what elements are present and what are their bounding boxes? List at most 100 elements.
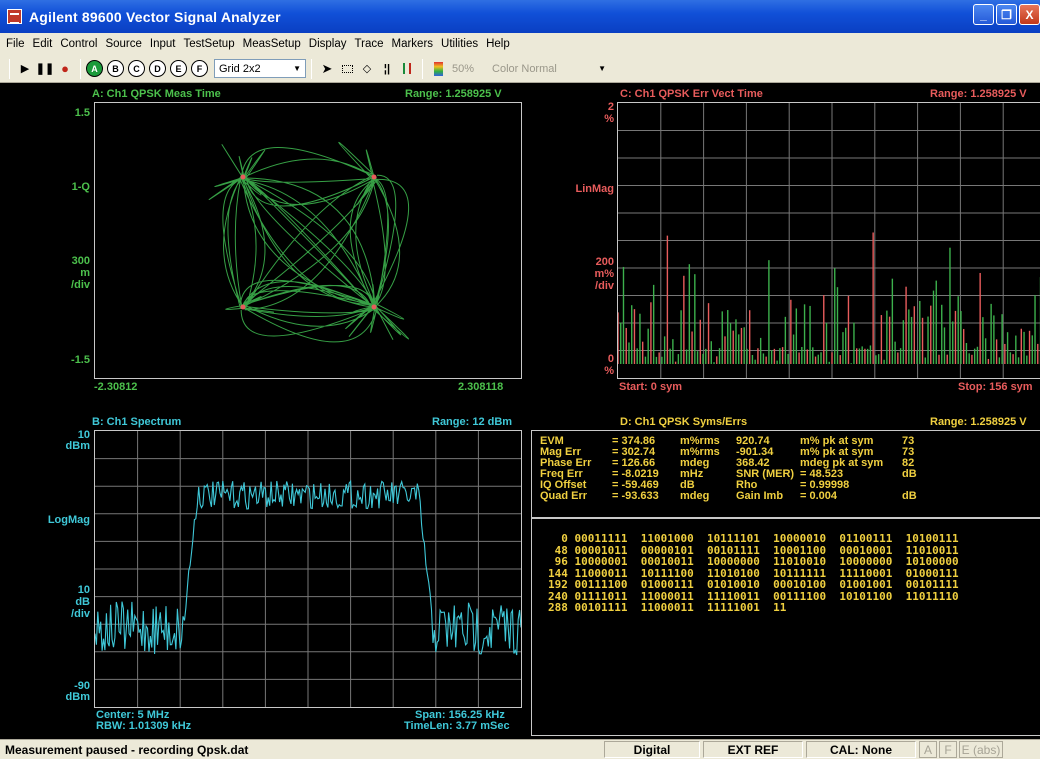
constellation-plot — [208, 141, 410, 343]
panel-b-rbw: RBW: 1.01309 kHz — [96, 720, 192, 732]
menu-edit[interactable]: Edit — [32, 38, 53, 50]
color-palette-icon[interactable] — [428, 59, 448, 79]
pause-icon[interactable]: ❚❚ — [35, 63, 55, 75]
error-summary-cell: Rho — [736, 479, 758, 491]
symbol-row: 240 01111011 11000011 11110011 00111100 … — [548, 589, 959, 603]
panel-c-plot[interactable] — [617, 102, 1040, 379]
error-summary-cell: mdeg — [680, 457, 710, 469]
marker-diamond-icon[interactable]: ◇ — [362, 63, 372, 75]
color-mode-select[interactable]: Color Normal ▼ — [488, 59, 611, 78]
trace-b-button[interactable]: B — [107, 60, 124, 77]
trace-c-button[interactable]: C — [128, 60, 145, 77]
panel-a-plot[interactable] — [94, 102, 522, 379]
panel-b-span: Span: 156.25 kHz — [415, 709, 505, 721]
symbol-bits: 0 00011111 11001000 10111101 10000010 01… — [548, 533, 959, 614]
menu-utilities[interactable]: Utilities — [441, 38, 479, 50]
chevron-down-icon: ▼ — [598, 64, 607, 73]
minimize-button[interactable]: _ — [973, 4, 994, 25]
panel-b-center: Center: 5 MHz — [96, 709, 170, 721]
status-mode: Digital — [604, 741, 700, 758]
toolbar-separator — [9, 58, 10, 79]
record-icon[interactable]: ● — [61, 61, 69, 76]
symbol-row: 96 10000001 00010011 10000000 11010010 1… — [548, 555, 959, 568]
panel-c-start: Start: 0 sym — [619, 381, 682, 393]
close-button[interactable]: X — [1019, 4, 1040, 25]
menu-file[interactable]: File — [6, 38, 25, 50]
symbol-row: 288 00101111 11000011 11111001 11 — [548, 601, 787, 614]
pointer-icon[interactable]: ➤ — [321, 60, 333, 76]
trace-e-button[interactable]: E — [170, 60, 187, 77]
symbol-row: 48 00001011 00000101 00101111 10001100 0… — [548, 543, 959, 557]
trace-f-button[interactable]: F — [191, 60, 208, 77]
percent-value: 50% — [452, 62, 475, 75]
panel-a-x-right: 2.308118 — [458, 381, 504, 393]
error-summary-cell: 920.74 — [736, 435, 770, 447]
error-summary-cell: Freq Err — [540, 468, 583, 480]
window-controls: _ ❐ X — [973, 4, 1040, 25]
error-summary-cell: -901.34 — [736, 446, 774, 458]
toolbar-separator — [80, 58, 81, 79]
menu-meassetup[interactable]: MeasSetup — [242, 38, 301, 50]
display-area: A: Ch1 QPSK Meas Time Range: 1.258925 V … — [0, 84, 1040, 739]
panel-a-y-bottom: -1.5 — [71, 354, 90, 366]
toolbar-separator — [422, 58, 423, 79]
color-mode-value: Color Normal — [492, 62, 557, 75]
menu-testsetup[interactable]: TestSetup — [183, 38, 235, 50]
error-summary-cell: Phase Err — [540, 457, 592, 469]
restore-button[interactable]: ❐ — [996, 4, 1017, 25]
peak-marker-icon[interactable] — [397, 59, 417, 79]
error-summary-cell: Quad Err — [540, 490, 588, 502]
error-summary-cell: dB — [680, 479, 695, 491]
menu-help[interactable]: Help — [486, 38, 510, 50]
error-summary-cell: 73 — [902, 446, 915, 458]
menu-source[interactable]: Source — [105, 38, 142, 50]
panel-a-scale: 300 m/div — [71, 255, 90, 291]
panel-a-range: Range: 1.258925 V — [405, 88, 502, 100]
menu-display[interactable]: Display — [308, 38, 347, 50]
error-summary-cell: m%rms — [680, 435, 720, 447]
menu-trace[interactable]: Trace — [354, 38, 384, 50]
error-summary-cell: = 374.86 — [612, 435, 656, 447]
spectrum-trace — [95, 479, 521, 656]
panel-a-x-left: -2.30812 — [94, 381, 138, 393]
toolbar-separator — [311, 58, 312, 79]
error-summary-cell: dB — [902, 468, 917, 480]
band-markers-icon[interactable]: ¦| — [383, 62, 391, 75]
panel-c-y-bottom: 0% — [604, 353, 614, 377]
error-summary-cell: mdeg pk at sym — [800, 457, 884, 469]
status-message: Measurement paused - recording Qpsk.dat — [5, 742, 249, 757]
trace-a-button[interactable]: A — [86, 60, 103, 77]
menu-control[interactable]: Control — [60, 38, 98, 50]
panel-b-y-mid: LogMag — [47, 514, 90, 526]
error-summary-cell: = -8.0219 — [612, 468, 659, 480]
panel-c-scale: 200 m%/div — [594, 256, 614, 292]
panel-c-stop: Stop: 156 sym — [958, 381, 1033, 393]
status-indicator-e: E (abs) — [959, 741, 1003, 758]
panel-c-range: Range: 1.258925 V — [930, 88, 1027, 100]
layout-select-value: Grid 2x2 — [219, 62, 261, 75]
error-summary-cell: Gain Imb — [736, 490, 784, 502]
panel-b-title: B: Ch1 Spectrum — [92, 416, 182, 428]
symbol-row: 144 11000011 10111100 11010100 10111111 … — [548, 566, 959, 580]
symbol-point — [371, 174, 377, 180]
trace-d-button[interactable]: D — [149, 60, 166, 77]
menu-input[interactable]: Input — [149, 38, 176, 50]
panel-a-title: A: Ch1 QPSK Meas Time — [92, 88, 221, 100]
error-summary-cell: = 126.66 — [612, 457, 656, 469]
error-summary-cell: 82 — [902, 457, 915, 469]
layout-select[interactable]: Grid 2x2 ▼ — [214, 59, 306, 78]
panel-b-range: Range: 12 dBm — [432, 416, 513, 428]
play-icon[interactable]: ▶ — [20, 63, 30, 75]
panel-c-y-top: 2% — [604, 101, 614, 125]
error-summary-cell: EVM — [540, 435, 564, 447]
error-summary-cell: IQ Offset — [540, 479, 587, 491]
menu-markers[interactable]: Markers — [391, 38, 434, 50]
error-summary-cell: m% pk at sym — [800, 435, 874, 447]
app-icon — [7, 9, 22, 24]
panel-b-plot[interactable] — [94, 430, 522, 708]
panel-b-scale: 10 dB/div — [71, 584, 90, 620]
zoom-box-icon[interactable] — [337, 59, 357, 79]
status-ref: EXT REF — [703, 741, 803, 758]
panel-d-range: Range: 1.258925 V — [930, 416, 1027, 428]
error-summary-cell: = 302.74 — [612, 446, 656, 458]
